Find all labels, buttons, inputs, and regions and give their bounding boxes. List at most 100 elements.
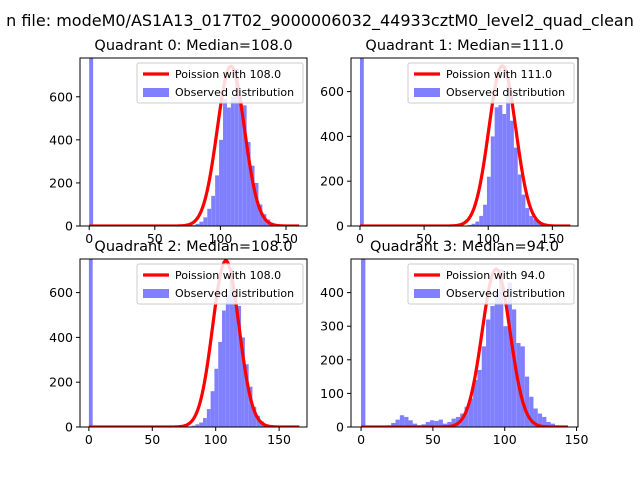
legend-label-observed: Observed distribution [446, 86, 565, 99]
histogram-bar [451, 418, 456, 427]
histogram-bar [546, 421, 551, 427]
histogram-bar [529, 215, 534, 226]
histogram-bar [503, 326, 508, 427]
legend-label-poisson: Poission with 111.0 [446, 68, 552, 81]
legend-label-poisson: Poission with 108.0 [175, 68, 281, 81]
legend-box [407, 62, 575, 104]
subplot-title: Quadrant 2: Median=108.0 [94, 239, 292, 255]
histogram-bar [412, 423, 418, 427]
histogram-bar [210, 391, 215, 427]
histogram-bar [214, 368, 219, 427]
x-tick-label: 150 [540, 231, 564, 246]
histogram-bar [510, 120, 514, 226]
x-tick-label: 50 [147, 231, 163, 246]
histogram-bar [537, 413, 543, 427]
histogram-bar [223, 98, 227, 226]
histogram-bar [258, 204, 263, 226]
x-tick-label: 0 [85, 432, 93, 447]
histogram-bar [542, 416, 547, 427]
histogram-bar [550, 423, 556, 427]
histogram-bar [222, 310, 226, 427]
histogram-bars [88, 259, 280, 427]
histogram-bar [475, 221, 480, 226]
histogram-bar [233, 292, 238, 427]
histogram-bar [490, 136, 495, 226]
x-tick-label: 0 [356, 231, 364, 246]
subplot-quadrant-0: 0 50 100 150 0 200 400 600 Quadrant 0: Median=10… [49, 38, 308, 246]
histogram-bar [404, 416, 409, 427]
legend-label-observed: Observed distribution [446, 287, 565, 300]
poisson-curve [87, 259, 301, 427]
x-tick-label: 50 [144, 432, 160, 447]
histogram-bar [533, 408, 538, 427]
histogram-bar [359, 58, 364, 226]
poisson-curve [360, 267, 569, 427]
histogram-bar [89, 58, 94, 226]
histogram-bar [430, 420, 435, 427]
legend-patch-swatch [414, 289, 440, 298]
poisson-curve [88, 64, 301, 226]
subplot-quadrant-3: 0 50 100 150 0 100 200 300 400 Quadrant 3: Median… [320, 239, 588, 447]
histogram-bar [225, 294, 230, 427]
axes-frame [79, 57, 308, 227]
histogram-bar [483, 204, 487, 226]
histogram-bar [229, 267, 234, 427]
y-tick-label: 600 [49, 89, 73, 104]
histogram-bar [203, 418, 207, 427]
histogram-bar [88, 259, 93, 427]
histogram-bar [486, 176, 491, 226]
histogram-bar [237, 306, 242, 427]
histogram-bar [425, 421, 431, 427]
figure-suptitle: n file: modeM0/AS1A13_017T02_9000006032_… [6, 11, 634, 31]
legend: Poission with 108.0 Observed distribution [136, 62, 304, 104]
legend-patch-swatch [143, 88, 169, 97]
legend: Poission with 108.0 Observed distribution [136, 263, 304, 305]
x-tick-label: 150 [274, 231, 298, 246]
legend-patch-swatch [143, 289, 169, 298]
histogram-bar [241, 337, 245, 427]
legend: Poission with 94.0 Observed distribution [407, 263, 575, 305]
histogram-bar [521, 194, 526, 226]
histogram-bar [434, 420, 439, 427]
axes-frame [79, 258, 308, 428]
histogram-bar [473, 379, 478, 427]
histogram-bar [490, 306, 495, 427]
histogram-bar [252, 406, 257, 427]
y-tick-label: 600 [320, 84, 344, 99]
legend: Poission with 111.0 Observed distribution [407, 62, 575, 104]
histogram-bar [211, 195, 216, 226]
histogram-bar [226, 107, 231, 226]
x-tick-label: 50 [416, 231, 432, 246]
histogram-bar [529, 396, 534, 427]
histogram-bar [254, 182, 259, 226]
histogram-bar [250, 165, 255, 226]
x-tick-label: 100 [204, 432, 228, 447]
histogram-bar [479, 215, 484, 226]
histogram-bar [408, 420, 413, 427]
histogram-bar [468, 398, 474, 427]
y-tick-label: 0 [336, 219, 344, 234]
axes-frame [350, 57, 579, 227]
x-tick-label: 50 [425, 432, 441, 447]
histogram-bar [219, 139, 224, 226]
poisson-curve [359, 64, 572, 226]
histogram-bar [502, 114, 507, 226]
subplot-title: Quadrant 3: Median=94.0 [370, 239, 559, 255]
histogram-bar [399, 415, 405, 427]
histogram-bar [507, 282, 512, 427]
legend-label-observed: Observed distribution [175, 86, 294, 99]
y-tick-label: 0 [65, 420, 73, 435]
y-tick-label: 600 [49, 285, 73, 300]
legend-box [407, 263, 575, 305]
histogram-bar [391, 422, 396, 427]
x-tick-label: 100 [476, 231, 500, 246]
histogram-bar [218, 341, 223, 427]
histogram-bars [89, 58, 290, 226]
y-tick-label: 400 [320, 129, 344, 144]
histogram-bar [361, 259, 366, 427]
histogram-bar [481, 346, 487, 427]
y-tick-label: 0 [336, 420, 344, 435]
x-tick-label: 150 [267, 432, 291, 447]
x-tick-label: 100 [208, 231, 232, 246]
histogram-bar [199, 422, 204, 427]
